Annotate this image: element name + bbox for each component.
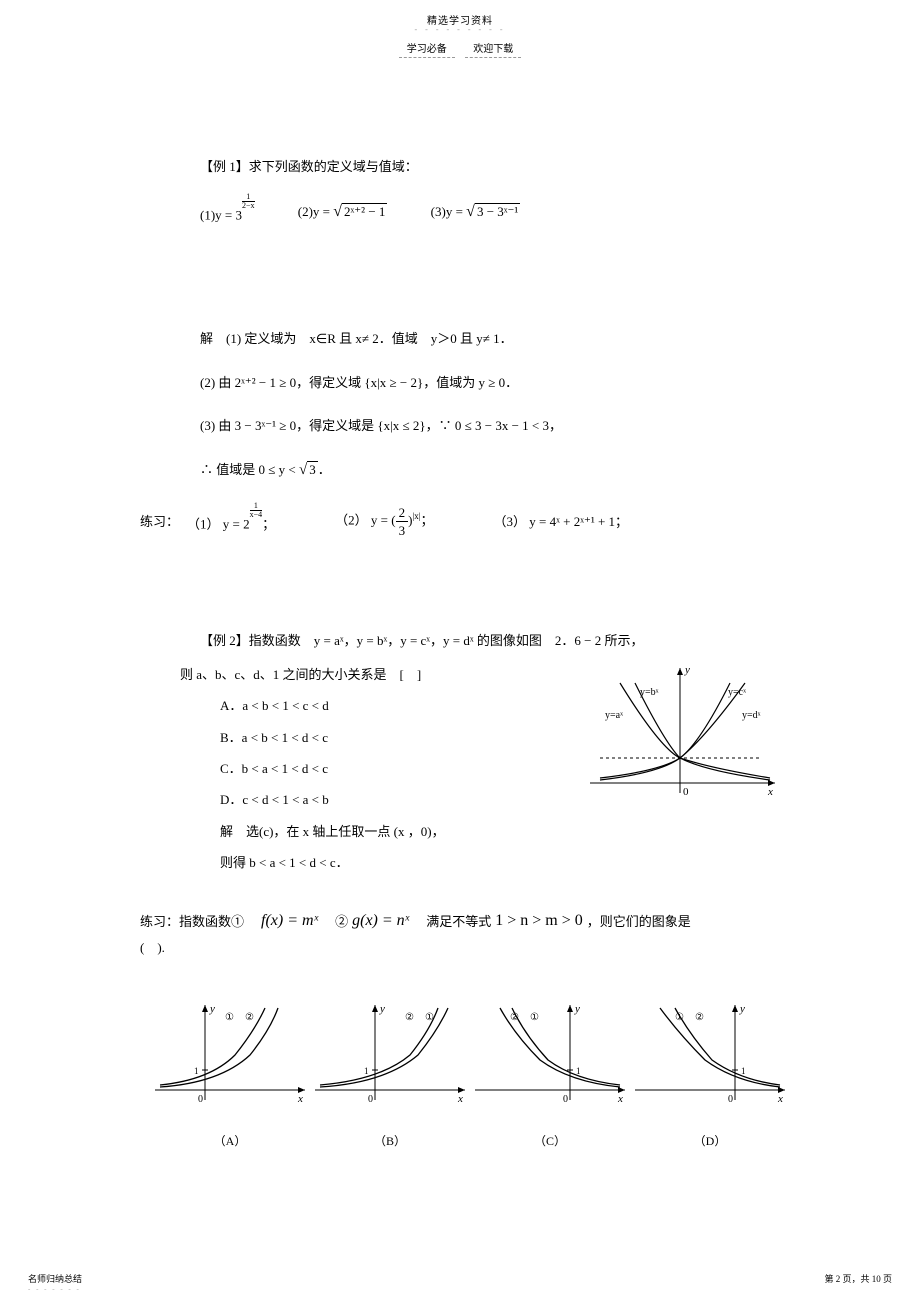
practice1-item2: （2） y = (23)|x|； bbox=[335, 504, 433, 539]
svg-text:y=cˣ: y=cˣ bbox=[728, 687, 746, 698]
svg-text:①: ① bbox=[425, 1012, 434, 1023]
svg-text:x: x bbox=[297, 1093, 303, 1105]
formula-2: (2)y = √2ˣ⁺² − 1 bbox=[298, 198, 388, 227]
footer-left-dots: - - - - - - - bbox=[28, 1285, 81, 1293]
svg-text:0: 0 bbox=[198, 1094, 203, 1105]
example2: 【例 2】指数函数 y = aˣ，y = bˣ，y = cˣ，y = dˣ 的图… bbox=[200, 629, 780, 882]
practice1-label: 练习： bbox=[140, 510, 179, 533]
header-sub: 学习必备 欢迎下载 bbox=[0, 40, 920, 55]
svg-text:①: ① bbox=[530, 1012, 539, 1023]
formula-3: (3)y = √3 − 3ˣ⁻¹ bbox=[431, 198, 521, 227]
header-top: 精选学习资料 bbox=[0, 0, 920, 27]
example2-sol2: 则得 b < a < 1 < d < c． bbox=[220, 851, 570, 874]
practice1-item1: （1） y = 21x−4； bbox=[187, 508, 275, 536]
option-label-c: （C） bbox=[470, 1131, 630, 1153]
footer-right: 第 2 页，共 10 页 bbox=[824, 1272, 892, 1285]
main-content: 【例 1】求下列函数的定义域与值域： (1)y = 312−x (2)y = √… bbox=[0, 55, 920, 1153]
option-graph-b: 0 y x ② ① 1 （B） bbox=[310, 990, 470, 1153]
practice2-gx: g(x) = nˣ bbox=[352, 907, 409, 936]
practice2-t4: ，则它们的图象是 bbox=[587, 910, 691, 933]
svg-text:1: 1 bbox=[741, 1066, 746, 1076]
svg-text:y: y bbox=[209, 1003, 215, 1015]
svg-text:1: 1 bbox=[576, 1066, 581, 1076]
svg-text:②: ② bbox=[245, 1012, 254, 1023]
example1-title: 【例 1】求下列函数的定义域与值域： bbox=[200, 155, 780, 178]
sol-line-1: 解 (1) 定义域为 x∈R 且 x≠ 2．值域 y＞0 且 y≠ 1． bbox=[200, 327, 780, 350]
svg-text:①: ① bbox=[225, 1012, 234, 1023]
formula-1: (1)y = 312−x bbox=[200, 199, 255, 227]
practice1: 练习： （1） y = 21x−4； （2） y = (23)|x|； （3） … bbox=[140, 504, 780, 539]
option-graph-d: 0 y x ① ② 1 （D） bbox=[630, 990, 790, 1153]
svg-text:x: x bbox=[457, 1093, 463, 1105]
footer-left: 名师归纳总结 bbox=[28, 1272, 82, 1285]
svg-text:②: ② bbox=[510, 1012, 519, 1023]
svg-text:y: y bbox=[739, 1003, 745, 1015]
option-b: B．a < b < 1 < d < c bbox=[220, 726, 570, 749]
practice2-ineq: 1 > n > m > 0 bbox=[495, 907, 583, 936]
practice2-t2: ② bbox=[322, 910, 348, 933]
svg-text:y=bˣ: y=bˣ bbox=[640, 687, 659, 698]
sol-line-3: (3) 由 3 − 3ˣ⁻¹ ≥ 0，得定义域是 {x|x ≤ 2}，∵ 0 ≤… bbox=[200, 414, 780, 437]
practice1-item3: （3） y = 4ˣ + 2ˣ⁺¹ + 1； bbox=[494, 510, 629, 533]
practice2-t1: 练习：指数函数① bbox=[140, 910, 257, 933]
option-a: A．a < b < 1 < c < d bbox=[220, 694, 570, 717]
solution1: 解 (1) 定义域为 x∈R 且 x≠ 2．值域 y＞0 且 y≠ 1． (2)… bbox=[200, 327, 780, 484]
option-label-a: （A） bbox=[150, 1131, 310, 1153]
svg-text:0: 0 bbox=[728, 1094, 733, 1105]
option-graph-c: 0 y x ② ① 1 （C） bbox=[470, 990, 630, 1153]
header-sub-left: 学习必备 bbox=[399, 44, 455, 58]
svg-text:x: x bbox=[767, 786, 773, 798]
option-label-b: （B） bbox=[310, 1131, 470, 1153]
svg-text:x: x bbox=[777, 1093, 783, 1105]
svg-text:0: 0 bbox=[563, 1094, 568, 1105]
svg-text:0: 0 bbox=[368, 1094, 373, 1105]
svg-text:y=dˣ: y=dˣ bbox=[742, 710, 761, 721]
practice2-t3: 满足不等式 bbox=[413, 910, 491, 933]
svg-text:y=aˣ: y=aˣ bbox=[605, 710, 623, 721]
svg-text:y: y bbox=[684, 664, 690, 676]
practice2: 练习：指数函数① f(x) = mˣ ② g(x) = nˣ 满足不等式 1 >… bbox=[140, 907, 780, 936]
practice2-fx: f(x) = mˣ bbox=[261, 907, 318, 936]
example2-graph: y x 0 y=aˣ y=bˣ y=cˣ y=dˣ bbox=[580, 663, 780, 813]
svg-text:0: 0 bbox=[683, 786, 689, 798]
example2-title: 【例 2】指数函数 y = aˣ，y = bˣ，y = cˣ，y = dˣ 的图… bbox=[200, 629, 780, 652]
header-sub-right: 欢迎下载 bbox=[465, 44, 521, 58]
option-c: C．b < a < 1 < d < c bbox=[220, 757, 570, 780]
svg-text:1: 1 bbox=[364, 1066, 369, 1076]
practice2-paren: ( ). bbox=[140, 936, 780, 959]
sol-line-4: ∴ 值域是 0 ≤ y < √3． bbox=[200, 457, 780, 484]
svg-text:②: ② bbox=[405, 1012, 414, 1023]
example1-formulas: (1)y = 312−x (2)y = √2ˣ⁺² − 1 (3)y = √3 … bbox=[200, 198, 780, 227]
header-dots: - - - - - - - - - bbox=[0, 25, 920, 34]
svg-text:②: ② bbox=[695, 1012, 704, 1023]
options-row: 0 y x ① ② 1 （A） 0 y x ② ① bbox=[140, 990, 780, 1153]
option-d: D．c < d < 1 < a < b bbox=[220, 788, 570, 811]
svg-text:y: y bbox=[379, 1003, 385, 1015]
option-graph-a: 0 y x ① ② 1 （A） bbox=[150, 990, 310, 1153]
svg-text:y: y bbox=[574, 1003, 580, 1015]
svg-text:1: 1 bbox=[194, 1066, 199, 1076]
example2-sol1: 解 选(c)，在 x 轴上任取一点 (x ，0)， bbox=[220, 820, 570, 843]
example2-question: 则 a、b、c、d、1 之间的大小关系是 [ ] bbox=[180, 663, 570, 686]
sol-line-2: (2) 由 2ˣ⁺² − 1 ≥ 0，得定义域 {x|x ≥ − 2}，值域为 … bbox=[200, 371, 780, 394]
svg-text:x: x bbox=[617, 1093, 623, 1105]
example2-text: 则 a、b、c、d、1 之间的大小关系是 [ ] A．a < b < 1 < c… bbox=[160, 663, 570, 883]
option-label-d: （D） bbox=[630, 1131, 790, 1153]
svg-text:①: ① bbox=[675, 1012, 684, 1023]
